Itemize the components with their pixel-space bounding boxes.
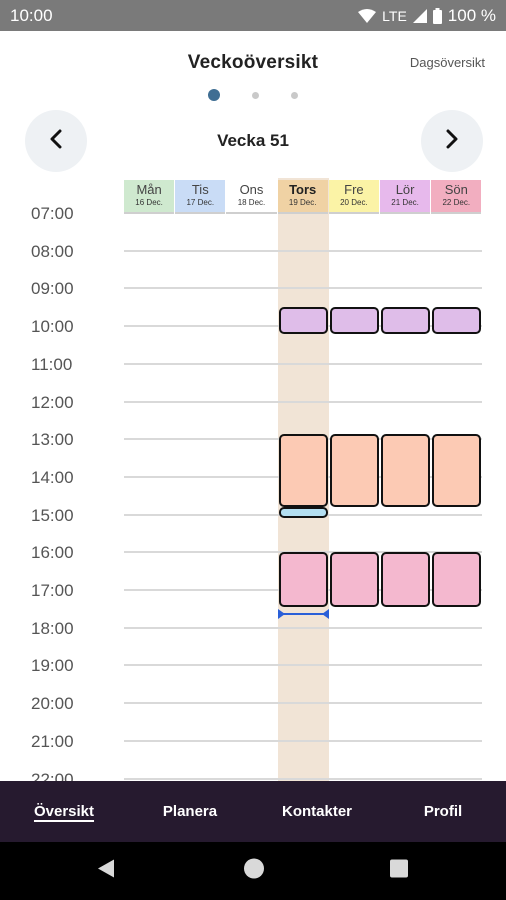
day-name: Sön [444,182,468,197]
day-name: Tis [191,182,209,197]
tab-planera[interactable]: Planera [162,803,218,820]
tab-profil[interactable]: Profil [423,803,463,820]
hour-gridline [124,702,482,705]
hour-label: 13:00 [31,430,74,450]
hour-gridline [124,362,482,365]
hour-label: 07:00 [31,204,74,223]
day-name: Tors [289,182,317,197]
day-header[interactable]: Fre 20 Dec. [328,180,380,214]
hour-label: 17:00 [31,581,74,600]
hour-label: 15:00 [31,505,74,525]
day-view-link[interactable]: Dagsöversikt [409,55,485,70]
calendar-event[interactable] [278,433,328,508]
hour-label: 16:00 [31,543,74,563]
previous-week-button[interactable] [25,110,87,172]
day-name: Mån [136,182,162,197]
hour-label: 11:00 [31,354,73,374]
hour-gridline [124,739,482,742]
page-dot-3[interactable] [291,91,298,99]
system-navigation [0,842,506,900]
calendar-event[interactable] [381,433,431,508]
hour-label: 20:00 [31,694,74,714]
chevron-right-icon [445,129,459,154]
day-name: Ons [239,182,264,197]
day-name: Lör [395,182,415,197]
signal-icon [412,9,427,23]
calendar-event[interactable] [432,433,482,508]
day-date: 18 Dec. [237,198,266,207]
hour-label: 08:00 [31,241,74,261]
time-axis: 07:00 08:00 09:00 10:00 11:00 12:00 13:00 14:00… [0,178,110,781]
hour-label: 10:00 [31,317,74,337]
calendar-event[interactable] [381,552,431,607]
back-triangle-icon[interactable] [97,859,115,884]
calendar-event[interactable] [329,307,379,334]
status-bar: 10:00 LTE 100 % [0,0,506,31]
hour-label: 18:00 [31,618,74,638]
day-name: Fre [344,182,364,197]
day-header[interactable]: Tors 19 Dec. [277,180,328,214]
header: Veckoöversikt Dagsöversikt [0,31,506,111]
calendar-event[interactable] [432,307,482,334]
day-header[interactable]: Mån 16 Dec. [124,180,175,214]
calendar-event[interactable] [278,552,328,607]
hour-gridline [124,287,482,290]
page-title: Veckoöversikt [187,52,319,73]
day-header[interactable]: Sön 22 Dec. [431,180,482,214]
recents-square-icon[interactable] [390,859,408,883]
day-header[interactable]: Ons 18 Dec. [226,180,277,214]
calendar-event[interactable] [329,552,379,607]
hour-label: 09:00 [31,279,74,299]
day-date: 17 Dec. [186,198,215,207]
battery-icon [432,8,442,24]
day-date: 19 Dec. [288,198,317,207]
calendar-event[interactable] [278,307,328,334]
status-time: 10:00 [10,6,53,25]
hour-gridline [124,664,482,667]
battery-level: 100 % [447,6,496,25]
hour-label: 19:00 [31,656,74,676]
hour-gridline [124,777,482,780]
hour-label: 14:00 [31,467,74,487]
hour-gridline [124,400,482,403]
hour-label: 21:00 [31,731,74,751]
wifi-icon [358,9,377,23]
home-circle-icon[interactable] [243,858,265,885]
hour-gridline [124,249,482,252]
tab-oversikt[interactable]: Översikt [33,803,95,820]
day-date: 21 Dec. [391,198,419,207]
calendar-event[interactable] [381,307,431,334]
day-header[interactable]: Tis 17 Dec. [175,180,226,214]
hour-label: 22:00 [31,769,74,782]
hour-label: 12:00 [31,392,74,412]
page-indicator [0,89,506,101]
page-dot-1[interactable] [208,89,220,101]
tab-kontakter[interactable]: Kontakter [281,803,353,820]
chevron-left-icon [49,129,63,154]
day-date: 22 Dec. [442,198,471,207]
next-week-button[interactable] [421,110,483,172]
day-date: 20 Dec. [340,198,368,207]
bottom-navigation: Översikt Planera Kontakter Profil [0,781,506,842]
calendar-event[interactable] [432,552,482,607]
week-label: Vecka 51 [217,131,289,150]
hour-gridline [124,626,482,629]
day-header[interactable]: Lör 21 Dec. [380,180,431,214]
week-calendar[interactable]: 07:00 08:00 09:00 10:00 11:00 12:00 13:00 14:00… [0,178,506,781]
status-icons: LTE 100 % [358,6,496,26]
calendar-event[interactable] [329,433,379,508]
network-type: LTE [382,8,407,24]
page-dot-2[interactable] [252,91,259,99]
resize-handle[interactable] [277,608,329,619]
day-date: 16 Dec. [135,198,163,207]
calendar-event[interactable] [278,507,328,519]
